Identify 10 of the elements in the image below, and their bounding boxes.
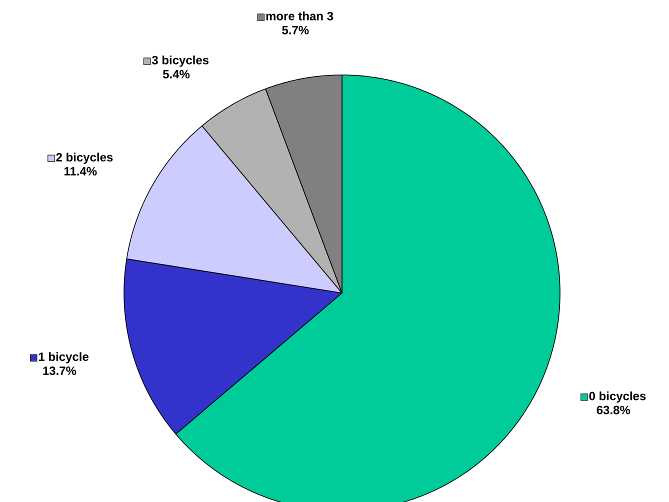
legend-label: 2 bicycles (56, 152, 113, 164)
data-label: 63.8% (596, 406, 630, 414)
legend-label: 1 bicycle (38, 352, 88, 364)
legend-label: 3 bicycles (152, 56, 209, 67)
legend-label: 0 bicycles (589, 391, 646, 403)
data-label: 5.4% (162, 70, 190, 78)
data-label: 5.7% (282, 26, 309, 34)
data-label: 13.7% (43, 366, 76, 376)
legend-label: more than 3 (266, 12, 334, 20)
data-label: 11.4% (64, 167, 97, 176)
